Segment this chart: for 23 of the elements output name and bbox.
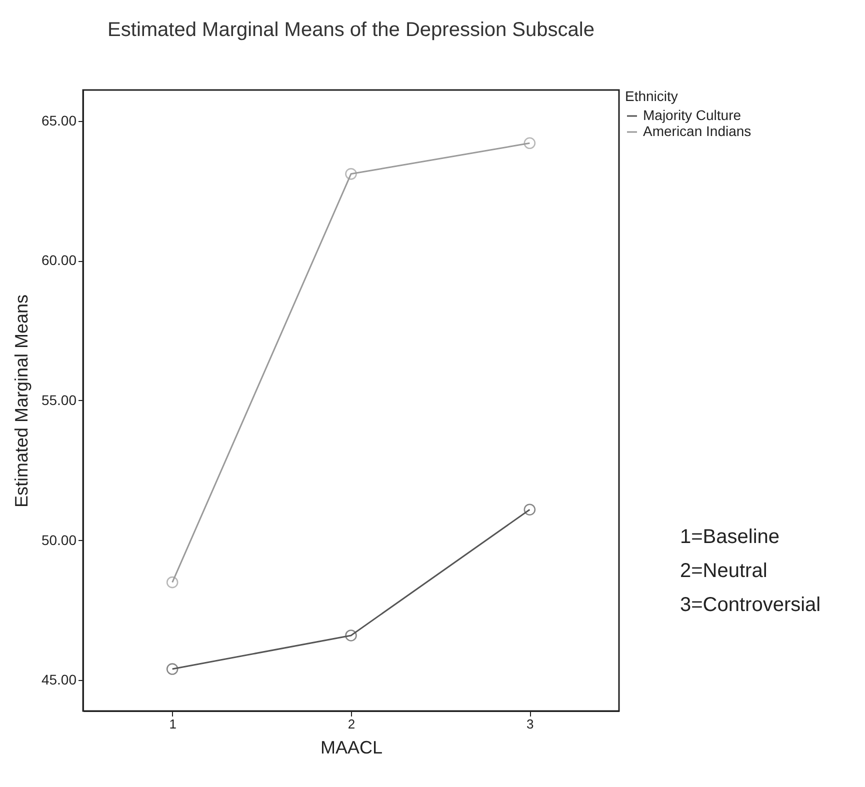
point: [524, 137, 536, 150]
legend-label: Majority Culture: [643, 107, 742, 123]
x-tick-label: 2: [348, 716, 356, 732]
x-tick-label: 3: [526, 716, 534, 732]
y-tick-label: 55.00: [41, 392, 77, 408]
point: [166, 576, 178, 588]
x-tick-label: 1: [169, 716, 176, 732]
legend-label: American Indians: [643, 123, 752, 139]
x-axis-title: MAACL: [320, 738, 383, 758]
chart-title: Estimated Marginal Means of the Depression Subscale: [108, 19, 594, 41]
y-axis-title: Estimated Marginal Means: [11, 294, 32, 508]
legend-title: Ethnicity: [625, 88, 678, 104]
y-tick-label: 45.00: [41, 672, 77, 688]
point: [345, 630, 357, 642]
point: [345, 168, 357, 180]
y-tick-label: 65.00: [41, 112, 77, 128]
text: 3=Controversial: [680, 593, 821, 618]
text: 2=Neutral: [680, 559, 768, 584]
text: 1=Baseline: [680, 525, 781, 550]
point: [166, 663, 178, 675]
point: [524, 504, 536, 516]
y-tick-label: 50.00: [41, 532, 77, 548]
y-tick-label: 60.00: [41, 252, 77, 268]
